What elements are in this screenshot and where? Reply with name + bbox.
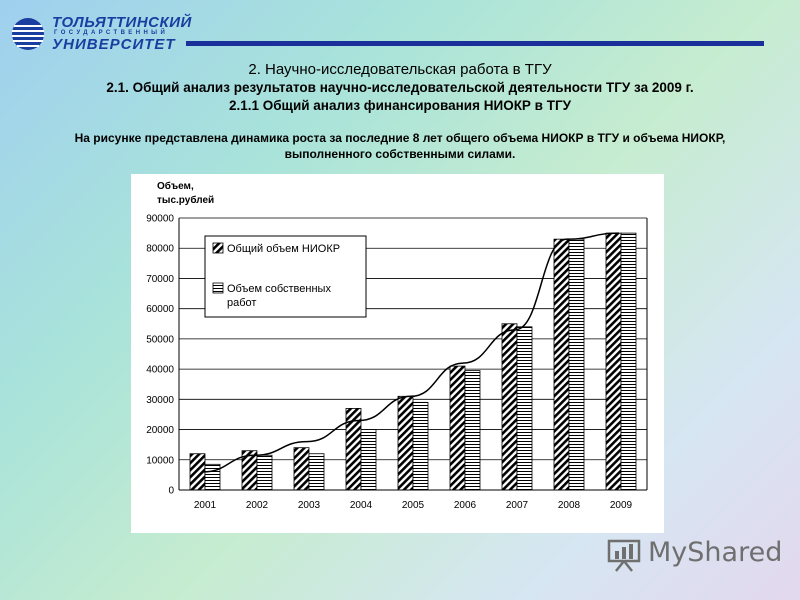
header-rule — [186, 41, 764, 46]
y-tick-label: 50000 — [146, 334, 174, 345]
legend-label-total: Общий объем НИОКР — [227, 243, 340, 255]
trend-line — [202, 232, 620, 473]
presentation-board-icon — [607, 539, 641, 572]
chart-legend: Общий объем НИОКР Объем собственных рабо… — [204, 235, 367, 318]
y-tick-label: 80000 — [146, 244, 174, 255]
x-tick-label: 2007 — [506, 500, 529, 511]
legend-label-own-line1: Объем собственных — [227, 283, 331, 295]
y-tick-label: 20000 — [146, 425, 174, 436]
x-tick-label: 2006 — [454, 500, 477, 511]
description-line-1: На рисунке представлена динамика роста з… — [74, 131, 726, 145]
bar-own — [568, 238, 585, 491]
chart-container: Объем, тыс.рублей 0 10000 20000 30000 40000 5… — [131, 174, 664, 533]
y-tick-label: 0 — [168, 486, 174, 497]
bar-own — [360, 429, 377, 491]
logo-text-line2: ГОСУДАРСТВЕННЫЙ — [54, 30, 169, 36]
y-tick-label: 30000 — [146, 395, 174, 406]
x-tick-label: 2008 — [558, 500, 581, 511]
bar-total — [449, 365, 466, 491]
y-tick-label: 60000 — [146, 304, 174, 315]
x-tick-label: 2009 — [610, 500, 633, 511]
bar-own — [204, 463, 221, 491]
logo-text-line1: ТОЛЬЯТТИНСКИЙ — [52, 14, 192, 31]
y-tick-label: 90000 — [146, 214, 174, 225]
y-axis-label-line2: тыс.рублей — [157, 194, 214, 206]
legend-frame — [204, 235, 367, 318]
legend-swatch-own — [212, 282, 224, 294]
bar-own — [308, 453, 325, 491]
page-subtitle-2: 2.1.1 Общий анализ финансирования НИОКР … — [228, 98, 572, 113]
bar-total — [553, 238, 570, 491]
page-subtitle-1: 2.1. Общий анализ результатов научно-исс… — [106, 80, 694, 95]
bar-own — [620, 232, 637, 491]
bar-total — [397, 395, 414, 491]
watermark: MyShared — [606, 534, 782, 574]
page-title: 2. Научно-исследовательская работа в ТГУ — [248, 61, 552, 78]
bar-own — [412, 401, 429, 491]
bar-total — [293, 447, 310, 491]
bar-own — [516, 326, 533, 491]
bar-total — [189, 453, 206, 491]
y-tick-label: 10000 — [146, 455, 174, 466]
x-tick-label: 2002 — [246, 500, 269, 511]
legend-swatch-total — [212, 242, 224, 254]
chart-description: На рисунке представлена динамика роста з… — [20, 130, 780, 162]
x-tick-label: 2005 — [402, 500, 425, 511]
title-block: 2. Научно-исследовательская работа в ТГУ… — [0, 60, 800, 115]
y-axis-label-line1: Объем, — [157, 180, 194, 192]
logo-text-line3: УНИВЕРСИТЕТ — [52, 36, 176, 53]
bar-total — [605, 232, 622, 491]
y-tick-label: 40000 — [146, 365, 174, 376]
x-tick-label: 2004 — [350, 500, 373, 511]
bar-total — [501, 323, 518, 491]
university-logo: ТОЛЬЯТТИНСКИЙ ГОСУДАРСТВЕННЫЙ УНИВЕРСИТЕ… — [10, 14, 192, 54]
y-tick-label: 70000 — [146, 274, 174, 285]
bar-chart: Объем, тыс.рублей 0 10000 20000 30000 40000 5… — [146, 180, 648, 511]
legend-label-own-line2: работ — [227, 297, 256, 309]
x-tick-label: 2001 — [194, 500, 217, 511]
watermark-text: MyShared — [648, 537, 783, 568]
bar-own — [256, 454, 273, 491]
x-tick-label: 2003 — [298, 500, 321, 511]
description-line-2: выполненного собственными силами. — [284, 147, 516, 161]
globe-emblem-icon — [12, 18, 44, 50]
bar-own — [464, 370, 481, 491]
